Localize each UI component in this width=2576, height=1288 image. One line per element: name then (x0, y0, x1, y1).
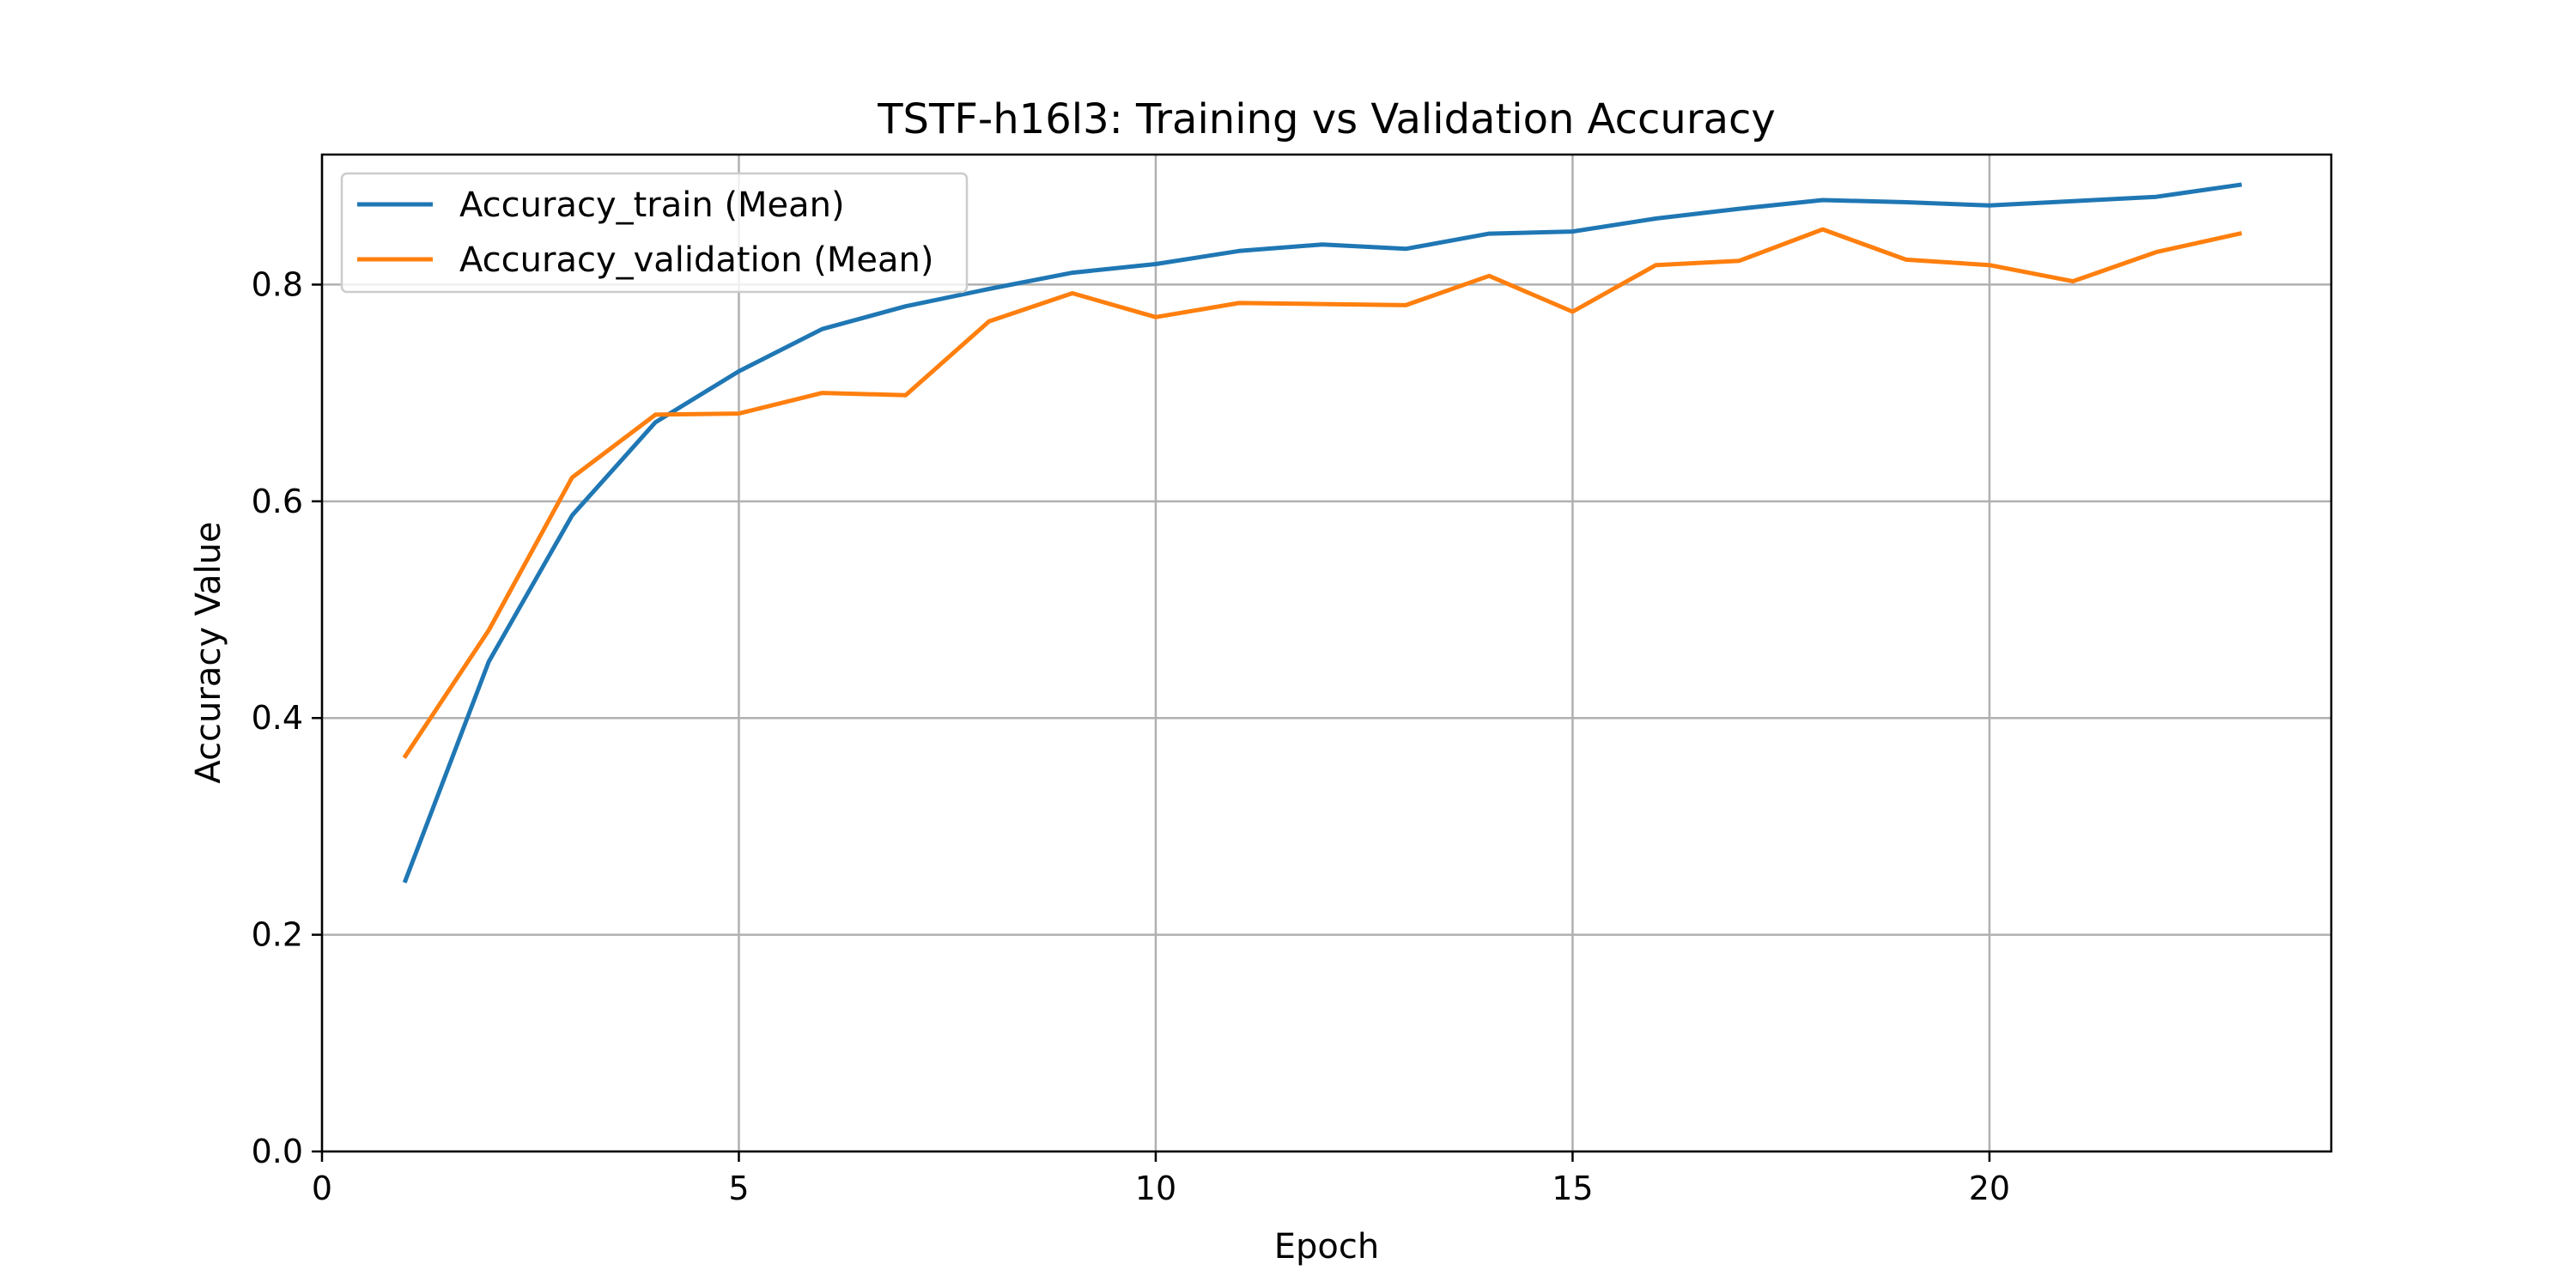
axis-ticks: 0 5 10 15 20 0.0 0.2 0.4 0.6 0.8 (252, 265, 2011, 1207)
y-tick-label: 0.6 (252, 483, 303, 520)
series-lines (402, 182, 2243, 884)
y-tick-label: 0.2 (252, 916, 303, 954)
x-tick-label: 10 (1135, 1170, 1176, 1207)
y-tick-label: 0.8 (252, 265, 303, 303)
x-axis-label: Epoch (1274, 1227, 1379, 1267)
chart-title: TSTF-h16l3: Training vs Validation Accur… (877, 95, 1776, 143)
legend-box (340, 172, 969, 294)
x-tick-label: 15 (1552, 1170, 1593, 1207)
series-line-train (402, 182, 2243, 884)
legend: Accuracy_train (Mean) Accuracy_validation… (340, 172, 969, 294)
x-tick-label: 0 (312, 1170, 332, 1207)
x-tick-label: 5 (728, 1170, 749, 1207)
legend-label-train: Accuracy_train (Mean) (459, 185, 845, 225)
x-tick-label: 20 (1969, 1170, 2010, 1207)
legend-label-validation: Accuracy_validation (Mean) (459, 240, 933, 280)
plot-area-frame (320, 153, 2333, 1153)
y-axis-label: Accuracy Value (189, 521, 228, 783)
y-tick-label: 0.0 (252, 1133, 303, 1170)
series-line-validation (402, 227, 2243, 759)
y-tick-label: 0.4 (252, 699, 303, 737)
